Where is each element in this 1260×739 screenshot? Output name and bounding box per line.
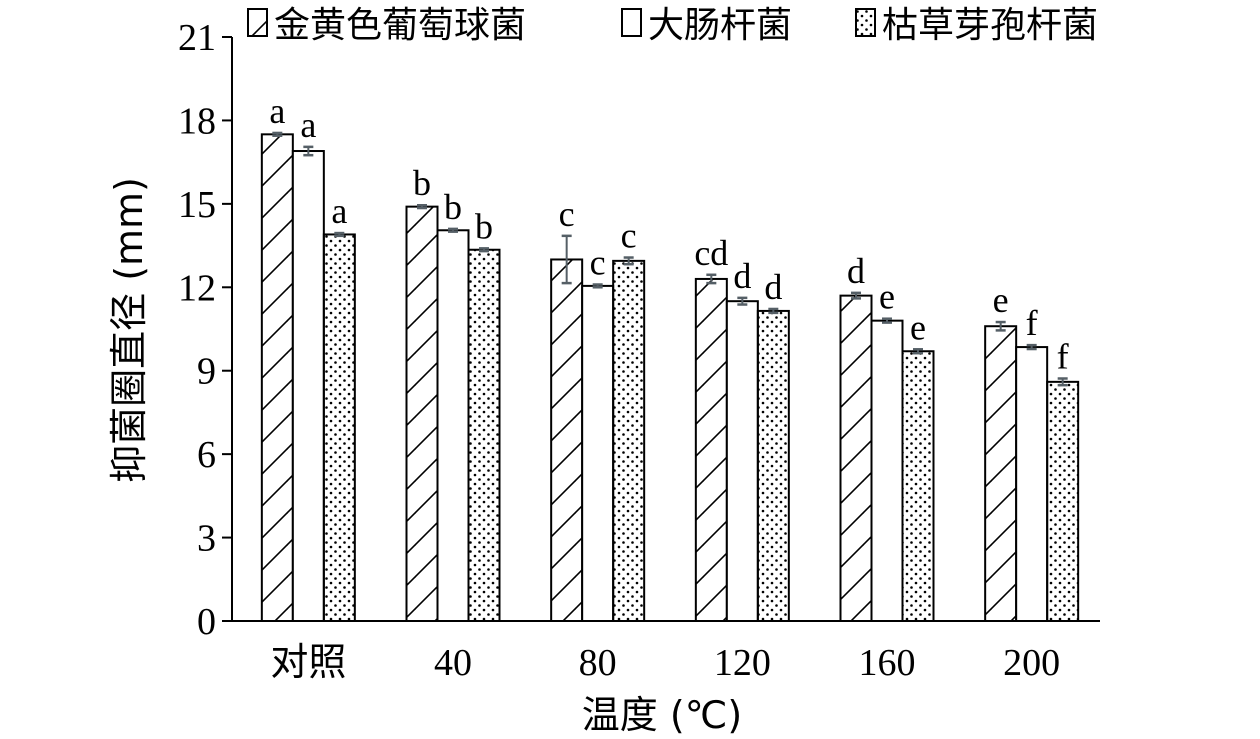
- significance-label: b: [475, 206, 493, 246]
- error-bar: [882, 317, 892, 324]
- legend-label: 大肠杆菌: [648, 5, 792, 46]
- x-tick-label: 120: [714, 642, 771, 684]
- significance-label: f: [1057, 337, 1069, 377]
- x-tick-label: 40: [434, 642, 472, 684]
- error-bar: [995, 320, 1006, 332]
- significance-label: a: [269, 91, 285, 131]
- y-tick-label: 12: [178, 267, 216, 309]
- bar: [839, 294, 873, 622]
- error-bar: [737, 296, 748, 306]
- y-tick-label: 18: [178, 100, 216, 142]
- significance-label: e: [910, 307, 926, 347]
- significance-label: d: [733, 256, 751, 296]
- bar: [581, 284, 615, 622]
- y-tick-label: 21: [178, 17, 216, 59]
- bar: [694, 277, 728, 622]
- y-tick-label: 0: [197, 601, 216, 643]
- significance-label: c: [621, 216, 637, 256]
- bar: [612, 259, 646, 622]
- legend-item: 枯草芽孢杆菌: [855, 5, 1098, 46]
- significance-label: b: [444, 187, 462, 227]
- y-tick-label: 15: [178, 184, 216, 226]
- bar: [322, 233, 356, 622]
- error-bar: [706, 273, 717, 285]
- y-axis: 0 3 6 9 12 15 18 21: [178, 17, 233, 643]
- significance-label: d: [764, 267, 782, 307]
- error-bar: [623, 256, 634, 266]
- x-axis-title: 温度 (℃): [582, 693, 742, 737]
- bar: [1046, 380, 1080, 623]
- bar: [870, 319, 904, 622]
- x-axis: 对照 40 80 120 160 200: [232, 620, 1100, 684]
- y-tick-label: 6: [197, 434, 216, 476]
- significance-label: b: [413, 163, 431, 203]
- bar: [1015, 346, 1049, 622]
- error-bar: [561, 234, 572, 285]
- y-tick-label: 9: [197, 351, 216, 393]
- bar: [756, 309, 790, 622]
- bar: [291, 150, 325, 622]
- bar: [467, 248, 501, 622]
- error-bar: [303, 145, 314, 157]
- bar: [550, 258, 584, 622]
- x-tick-label: 对照: [270, 642, 346, 684]
- bar: [436, 229, 470, 622]
- legend-label: 枯草芽孢杆菌: [882, 5, 1098, 46]
- legend-label: 金黄色葡萄球菌: [274, 5, 526, 46]
- legend: 金黄色葡萄球菌 大肠杆菌 枯草芽孢杆菌: [247, 5, 1098, 46]
- error-bar: [448, 227, 458, 233]
- significance-label: a: [300, 105, 316, 145]
- x-tick-label: 80: [579, 642, 617, 684]
- error-bar: [272, 131, 283, 137]
- y-tick-label: 3: [197, 518, 216, 560]
- error-bar: [417, 203, 427, 210]
- x-tick-label: 200: [1003, 642, 1060, 684]
- legend-swatch: [621, 8, 642, 37]
- error-bar: [592, 283, 603, 289]
- legend-swatch: [247, 8, 268, 37]
- significance-label: e: [993, 280, 1009, 320]
- y-axis-title: 抑菌圈直径 (mm): [107, 177, 151, 483]
- x-tick-label: 160: [859, 642, 916, 684]
- error-bar: [851, 291, 861, 300]
- error-bar: [479, 247, 489, 253]
- error-bar: [334, 231, 345, 238]
- legend-item: 金黄色葡萄球菌: [247, 5, 526, 46]
- legend-swatch: [855, 8, 876, 37]
- error-bar: [1026, 343, 1037, 351]
- significance-label: f: [1026, 303, 1038, 343]
- bar: [725, 300, 759, 622]
- error-bar: [768, 307, 779, 315]
- significance-label: e: [879, 277, 895, 317]
- bar: [901, 350, 935, 622]
- bar: [984, 325, 1018, 622]
- significance-label: d: [847, 251, 865, 291]
- error-bar: [913, 348, 923, 355]
- bar: [260, 133, 294, 622]
- significance-label: c: [590, 243, 606, 283]
- legend-item: 大肠杆菌: [621, 5, 792, 46]
- significance-label: a: [331, 191, 347, 231]
- error-bar: [1057, 377, 1068, 387]
- bar: [405, 205, 439, 622]
- significance-label: c: [559, 194, 575, 234]
- significance-label: cd: [694, 233, 728, 273]
